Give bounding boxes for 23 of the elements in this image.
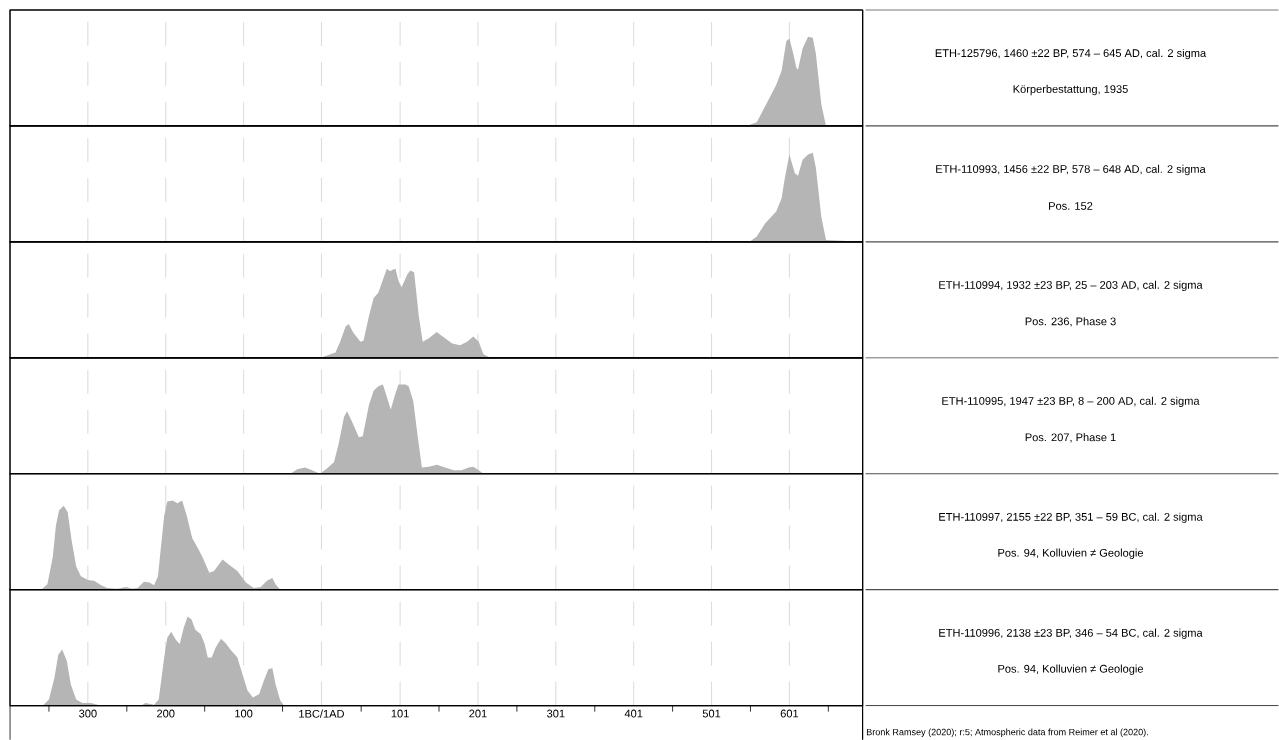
x-tick-label: 601 [780,709,799,718]
text: Pos. 236, Phase 3 [1025,317,1116,327]
text: ETH-125796, 1460 ±22 BP, 574 – 645 AD, cal. 2 sigma [935,48,1207,60]
text: ETH-110994, 1932 ±23 BP, 25 – 203 AD, cal. 2 sigma [939,280,1203,291]
x-tick-label: 300 [79,709,97,718]
text: Pos. 94, Kolluvien ≠ Geologie [998,664,1144,675]
x-tick-label: 101 [391,709,409,718]
text: ETH-110995, 1947 ±23 BP, 8 – 200 AD, cal. 2 sigma [942,396,1200,407]
text: Pos. 152 [1049,201,1093,210]
text: Pos. 207, Phase 1 [1025,433,1116,443]
x-tick-label: 501 [702,709,721,718]
text: Körperbestattung, 1935 [1013,84,1128,96]
text: Pos. 94, Kolluvien ≠ Geologie [998,548,1144,559]
x-tick-label: 100 [235,709,253,718]
text: ETH-110993, 1456 ±22 BP, 578 – 648 AD, cal. 2 sigma [936,164,1206,176]
text: ETH-110997, 2155 ±22 BP, 351 – 59 BC, cal. 2 sigma [939,512,1203,523]
x-tick-label: 200 [157,709,175,718]
text: ETH-110996, 2138 ±23 BP, 346 – 54 BC, cal. 2 sigma [939,628,1203,639]
x-tick-label: 401 [624,709,643,718]
x-tick-label: 201 [469,709,487,718]
text: Bronk Ramsey (2020); r:5; Atmospheric data from Reimer et al (2020). [866,728,1148,737]
x-tick-label: 1BC/1AD [299,709,344,718]
x-tick-label: 301 [547,709,565,718]
